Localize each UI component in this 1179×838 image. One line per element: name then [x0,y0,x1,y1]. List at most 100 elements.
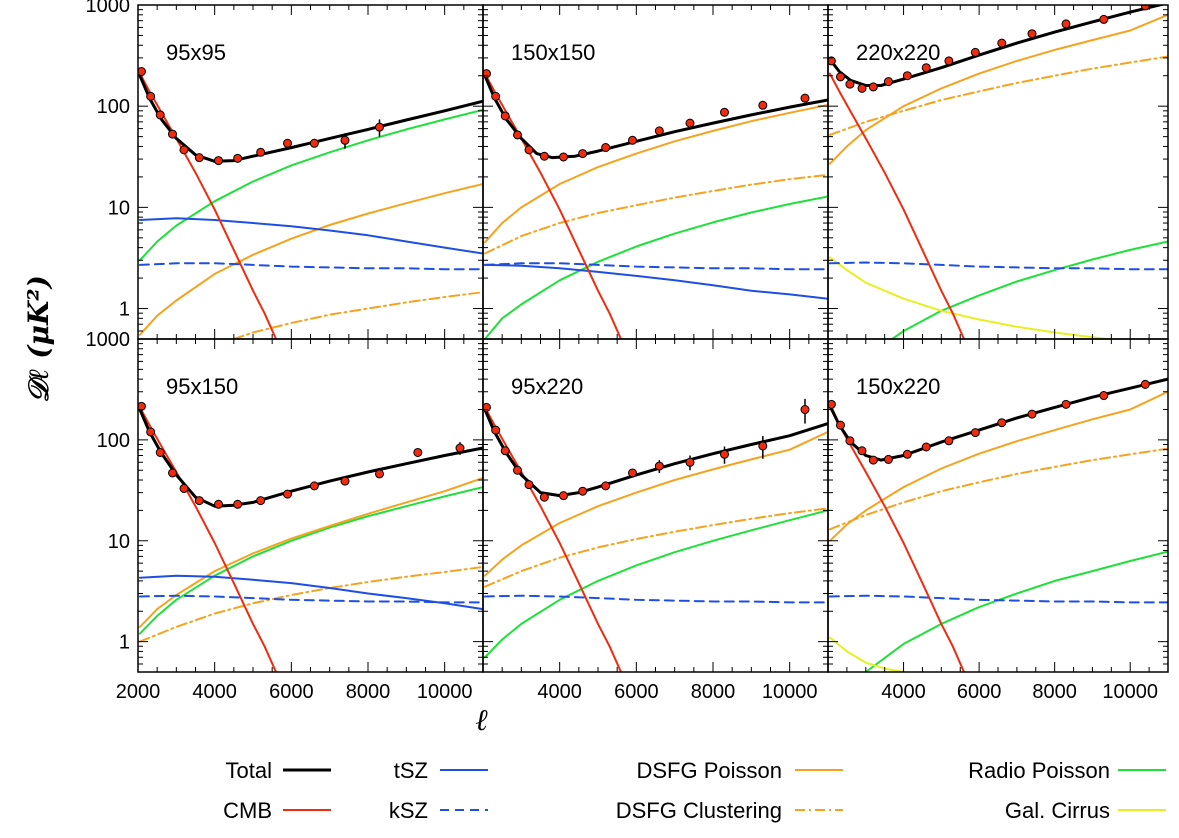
series-dsfg_clustering [483,173,828,255]
series-radio_poisson [138,108,483,262]
data-point [921,442,931,452]
data-point [758,100,768,110]
panel-label: 150x220 [856,374,940,399]
data-point [685,118,695,128]
legend-item-ksz: kSZ [389,798,488,823]
data-point [685,457,695,467]
data-point [601,481,611,491]
legend-label: Gal. Cirrus [1005,798,1110,823]
data-point [500,446,510,456]
data-point [868,455,878,465]
data-point [559,491,568,501]
data-point [828,56,836,66]
data-point [1099,14,1109,24]
data-point [970,47,980,57]
data-point [146,91,156,101]
series-dsfg_poisson [483,103,828,244]
x-tick-label: 6000 [269,681,314,703]
x-tick-label: 10000 [1102,681,1158,703]
legend-item-dsfg_poisson: DSFG Poisson [637,758,843,783]
x-tick-label: 8000 [691,681,736,703]
data-point [1027,29,1037,39]
series-tsz [483,263,828,300]
data-point [1140,5,1150,11]
data-point [578,486,588,496]
data-point [835,72,845,82]
legend-item-cmb: CMB [223,798,331,823]
series-cmb [828,406,965,672]
panel-150x150 [483,69,828,339]
series-total [483,408,828,498]
series-ksz [138,594,483,604]
series-tsz [138,574,483,611]
data-point [283,138,292,148]
data-point [194,153,204,163]
legend-label: tSZ [394,758,428,783]
data-point [970,428,980,438]
legend-label: kSZ [389,798,428,823]
data-point [828,399,836,409]
data-point [997,418,1007,428]
data-point [835,420,845,430]
panel-label: 95x95 [166,40,226,65]
data-point [628,468,637,478]
data-point [233,153,243,163]
legend-item-dsfg_clustering: DSFG Clustering [616,798,843,823]
data-point [214,499,223,509]
series-radio_poisson [891,240,1168,339]
panel-95x150 [138,401,483,672]
x-tick-label: 4000 [537,681,582,703]
y-axis-label: 𝒟ℓ (μK²) [22,275,55,403]
y-tick-label: 10 [108,531,130,553]
series-total [138,74,483,163]
data-point [179,145,189,155]
data-point [1099,391,1109,401]
x-tick-label: 10000 [417,681,473,703]
y-tick-label: 1000 [86,0,131,17]
panel-label: 150x150 [511,40,595,65]
data-point [524,480,534,490]
data-point [845,79,855,89]
series-cmb [138,72,277,339]
data-point [155,447,165,457]
series-tsz [138,217,483,255]
data-point [155,110,165,120]
x-tick-label: 8000 [1032,681,1077,703]
data-point [944,56,954,66]
data-point [868,82,878,92]
data-point [654,126,664,136]
series-cmb [828,72,965,339]
data-point [559,152,568,162]
data-point [513,130,522,140]
data-point [1061,19,1071,29]
series-dsfg_poisson [483,430,828,577]
panel-95x220 [483,398,828,672]
legend-item-tsz: tSZ [394,758,488,783]
series-radio_poisson [483,195,828,339]
series-gal_cirrus [828,636,905,672]
series-dsfg_poisson [138,183,483,336]
data-point [524,145,534,155]
data-point [628,135,637,145]
data-point [654,461,664,471]
y-tick-label: 10 [108,197,130,219]
series-radio_poisson [483,509,828,659]
data-point [857,446,867,456]
data-point [944,436,954,446]
legend-label: CMB [223,798,272,823]
series-ksz [828,261,1168,271]
data-point [539,492,549,502]
series-total [138,408,483,508]
data-point [720,449,729,459]
x-tick-label: 10000 [762,681,818,703]
y-tick-label: 100 [97,96,130,118]
panel-label: 220x220 [856,40,940,65]
series-cmb [138,406,277,672]
data-point [902,71,912,81]
data-point [194,496,204,506]
series-ksz [828,594,1168,604]
legend-label: DSFG Poisson [637,758,783,783]
series-cmb [483,72,622,339]
